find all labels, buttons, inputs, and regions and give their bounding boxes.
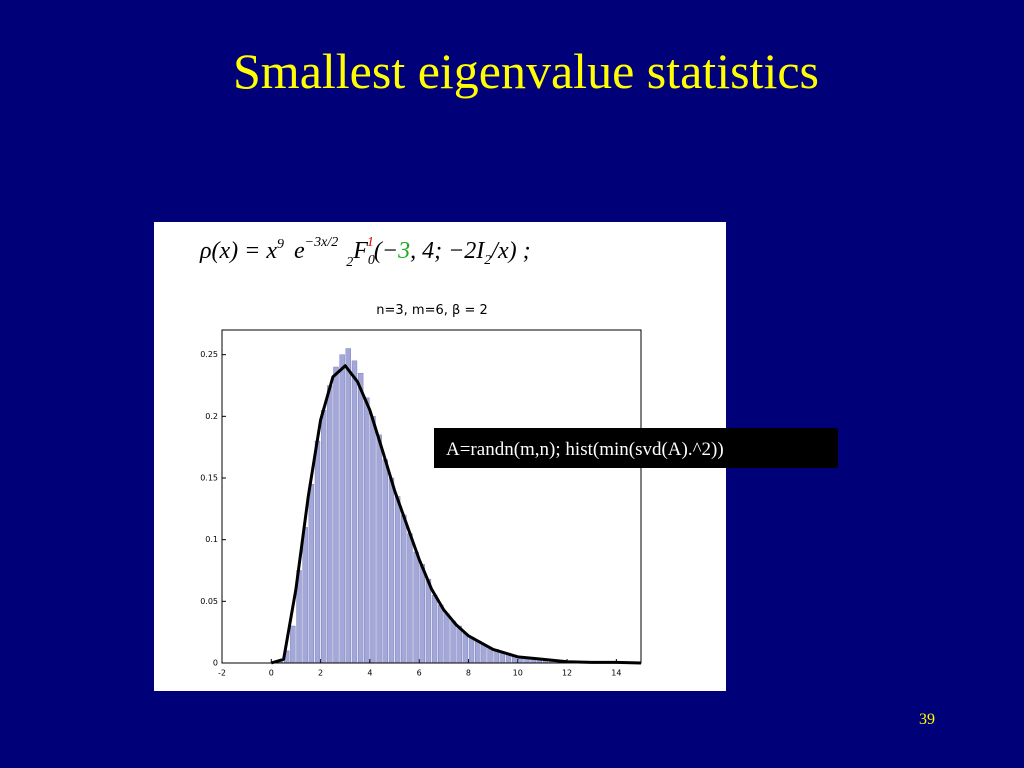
histogram-bar <box>388 477 395 664</box>
histogram-bar <box>425 578 432 664</box>
histogram-bar <box>407 533 413 664</box>
formula-part: (− <box>374 238 398 264</box>
histogram-bar <box>308 483 315 664</box>
formula-part: I <box>475 238 485 264</box>
histogram-bar <box>456 625 462 664</box>
histogram-bar <box>320 409 327 664</box>
histogram-bar <box>333 366 339 664</box>
x-tick-label: 14 <box>611 669 621 678</box>
plot: 00.050.10.150.20.25-2 0 2 4 6 8 10 12 14 <box>200 348 642 678</box>
formula-part: /x) ; <box>489 238 530 264</box>
histogram-bar <box>345 348 351 664</box>
code-box <box>434 428 838 468</box>
y-tick-label: 0.25 <box>200 350 218 359</box>
histogram-bar <box>462 633 469 664</box>
histogram-bar <box>468 636 475 664</box>
formula-part: F <box>352 238 368 264</box>
histogram-bar <box>431 594 438 664</box>
histogram-bar <box>475 640 481 664</box>
formula-part: 2 <box>484 253 491 268</box>
histogram-bar <box>438 604 444 664</box>
histogram-bar <box>419 564 425 664</box>
histogram-bar <box>487 648 493 664</box>
formula-part: 0 <box>368 253 375 268</box>
histogram-bar <box>481 644 487 664</box>
x-tick-label: 6 <box>417 669 422 678</box>
x-tick-label: 4 <box>367 669 372 678</box>
histogram-bar <box>401 514 407 664</box>
histogram-bar <box>450 620 456 664</box>
formula-part: 1 <box>367 235 374 250</box>
y-tick-label: 0.2 <box>205 412 218 421</box>
formula-part: 9 <box>277 237 284 252</box>
x-tick-label: 12 <box>562 669 572 678</box>
histogram-bar <box>314 440 321 664</box>
formula-part: , 4; −2 <box>410 238 476 264</box>
axes-frame <box>221 329 642 664</box>
formula: ρ(x) = x9 e−3x/22F01(−3, 4; −2I2/x) ; <box>199 235 531 270</box>
slide-title: Smallest eigenvalue statistics <box>233 43 819 99</box>
histogram-bar <box>302 527 308 664</box>
y-tick-label: 0.05 <box>200 597 218 606</box>
x-tick-label: 8 <box>466 669 471 678</box>
x-tick-label: 2 <box>318 669 323 678</box>
histogram-bar <box>394 496 401 664</box>
histogram-bar <box>376 434 382 664</box>
x-tick-label: 10 <box>513 669 523 678</box>
density-curve <box>270 364 642 665</box>
histogram-bar <box>382 459 388 664</box>
page-number: 39 <box>919 711 935 728</box>
histogram-bar <box>327 385 333 664</box>
histogram-bar <box>339 354 345 664</box>
y-tick-label: 0 <box>213 659 218 668</box>
histogram-bar <box>370 416 376 664</box>
histogram-bar <box>290 625 296 664</box>
formula-part: 2 <box>346 255 353 270</box>
histogram-bar <box>413 551 419 664</box>
formula-part: ρ(x) = x <box>199 238 277 264</box>
formula-part: 3 <box>397 238 410 264</box>
formula-part: e <box>294 238 305 264</box>
histogram-bar <box>351 360 358 664</box>
histogram-bar <box>364 397 370 664</box>
histogram-bar <box>444 613 450 664</box>
histogram-bar <box>357 372 364 664</box>
x-tick-label: 0 <box>269 669 274 678</box>
code-text: A=randn(m,n); hist(min(svd(A).^2)) <box>446 439 724 460</box>
formula-part: −3x/2 <box>305 235 339 250</box>
y-tick-label: 0.15 <box>200 474 218 483</box>
chart-title: n=3, m=6, β = 2 <box>376 303 487 318</box>
y-tick-label: 0.1 <box>205 535 218 544</box>
x-tick-label: -2 <box>218 669 226 678</box>
